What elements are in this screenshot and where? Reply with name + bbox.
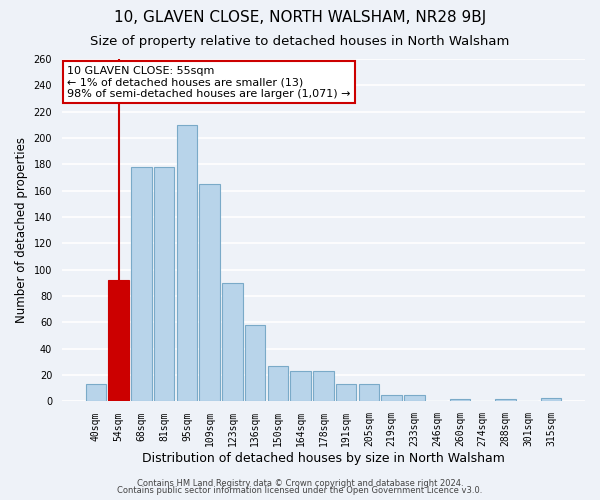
Bar	[450, 399, 470, 402]
Bar	[336, 384, 356, 402]
Bar	[86, 384, 106, 402]
Bar	[245, 325, 265, 402]
Text: 10 GLAVEN CLOSE: 55sqm
← 1% of detached houses are smaller (13)
98% of semi-deta: 10 GLAVEN CLOSE: 55sqm ← 1% of detached …	[67, 66, 350, 99]
Bar	[222, 283, 242, 402]
X-axis label: Distribution of detached houses by size in North Walsham: Distribution of detached houses by size …	[142, 452, 505, 465]
Text: 10, GLAVEN CLOSE, NORTH WALSHAM, NR28 9BJ: 10, GLAVEN CLOSE, NORTH WALSHAM, NR28 9B…	[114, 10, 486, 25]
Text: Contains HM Land Registry data © Crown copyright and database right 2024.: Contains HM Land Registry data © Crown c…	[137, 478, 463, 488]
Bar	[290, 371, 311, 402]
Bar	[359, 384, 379, 402]
Bar	[109, 280, 129, 402]
Bar	[131, 167, 152, 402]
Bar	[199, 184, 220, 402]
Bar	[268, 366, 288, 402]
Y-axis label: Number of detached properties: Number of detached properties	[15, 137, 28, 323]
Bar	[495, 399, 516, 402]
Bar	[176, 125, 197, 402]
Text: Size of property relative to detached houses in North Walsham: Size of property relative to detached ho…	[91, 35, 509, 48]
Bar	[541, 398, 561, 402]
Bar	[154, 167, 175, 402]
Bar	[313, 371, 334, 402]
Bar	[404, 395, 425, 402]
Text: Contains public sector information licensed under the Open Government Licence v3: Contains public sector information licen…	[118, 486, 482, 495]
Bar	[382, 395, 402, 402]
